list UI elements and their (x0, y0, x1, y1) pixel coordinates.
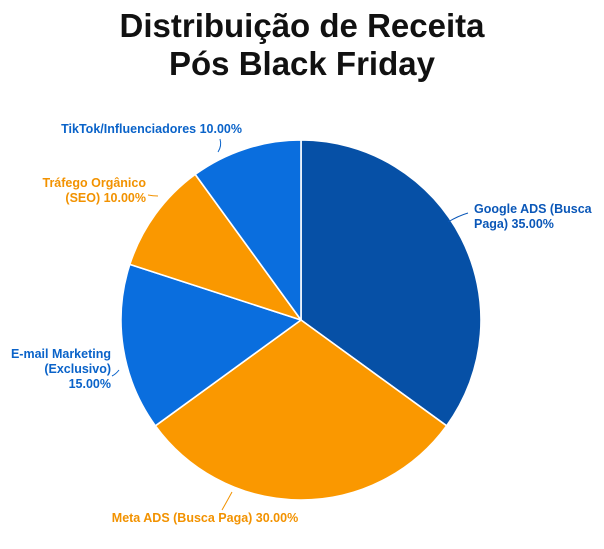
slice-label-2-line-2: 15.00% (69, 377, 111, 391)
slice-label-2-line-0: E-mail Marketing (11, 347, 111, 361)
pie-slice-4 (194, 139, 302, 321)
slice-label-1-line-0: Meta ADS (Busca Paga) 30.00% (112, 511, 298, 525)
pie-slice-3 (129, 173, 302, 321)
slice-labels: Google ADS (Busca Paga) 35.00% Meta ADS (B… (11, 122, 593, 525)
slice-label-2-line-1: (Exclusivo) (44, 362, 111, 376)
leader-line-0 (447, 212, 469, 223)
label-leader-lines (111, 138, 469, 511)
slice-label-4-line-0: TikTok/Influenciadores 10.00% (61, 122, 242, 136)
leader-line-2 (111, 369, 120, 377)
slice-label-0-line-0: Google ADS (Busca (474, 202, 593, 216)
pie-slices (120, 139, 482, 501)
slice-label-2: E-mail Marketing (Exclusivo) 15.00% (11, 347, 111, 391)
slice-label-3-line-0: Tráfego Orgânico (43, 176, 147, 190)
pie-slice-2 (120, 263, 302, 427)
chart-title-line-2: Pós Black Friday (169, 45, 435, 82)
slice-label-0: Google ADS (Busca Paga) 35.00% (474, 202, 593, 231)
slice-label-1: Meta ADS (Busca Paga) 30.00% (112, 511, 298, 525)
slice-label-0-line-1: Paga) 35.00% (474, 217, 554, 231)
pie-slice-1 (154, 319, 448, 501)
leader-line-3 (147, 194, 159, 197)
slice-label-3-line-1: (SEO) 10.00% (65, 191, 146, 205)
slice-label-4: TikTok/Influenciadores 10.00% (61, 122, 242, 136)
leader-line-1 (221, 491, 233, 511)
slice-label-3: Tráfego Orgânico (SEO) 10.00% (43, 176, 147, 205)
leader-line-4 (217, 138, 222, 153)
pie-slice-0 (300, 139, 482, 427)
chart-title-line-1: Distribuição de Receita (119, 7, 485, 44)
